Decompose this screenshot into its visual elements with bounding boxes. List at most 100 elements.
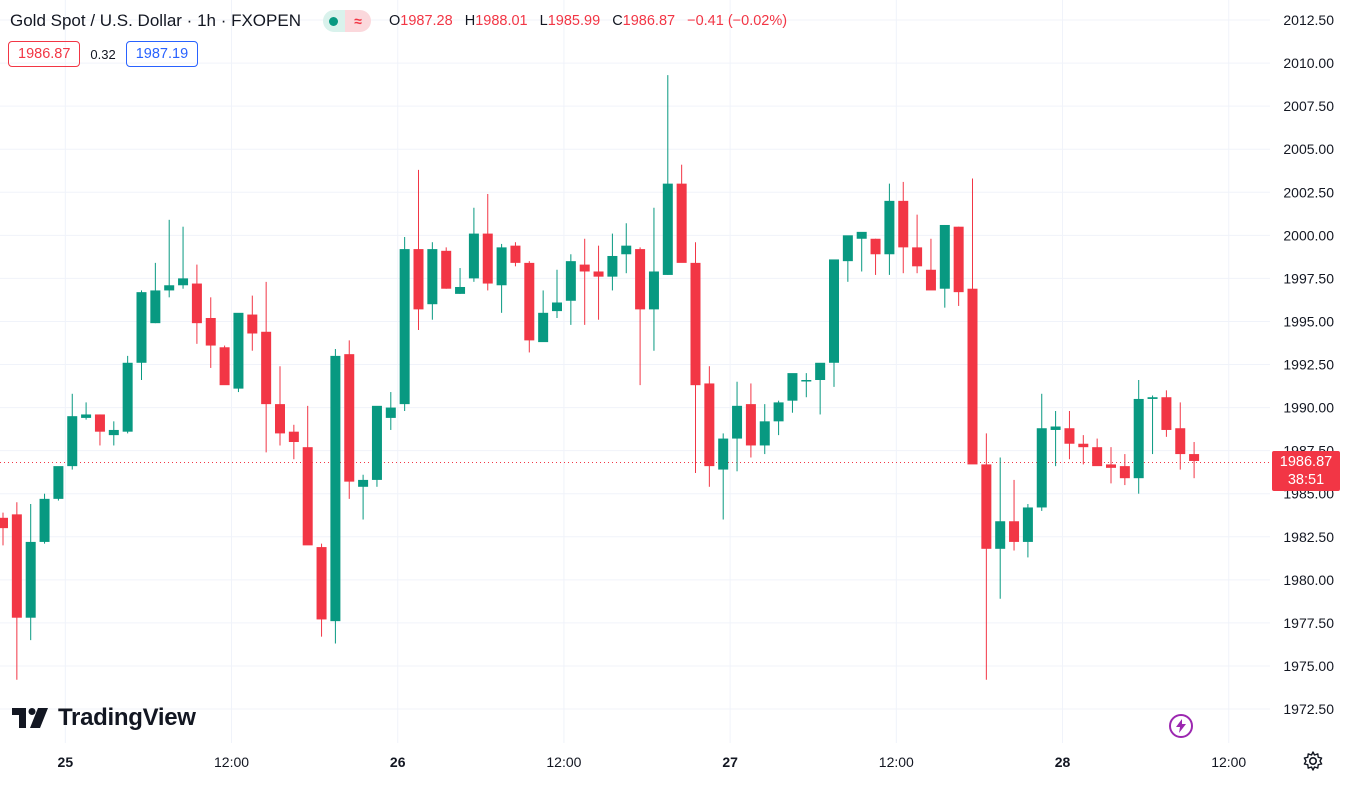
candle [676, 164, 687, 263]
candle-body [925, 269, 936, 291]
sell-button[interactable]: 1986.87 [8, 41, 81, 67]
candle [1161, 390, 1172, 437]
candle [552, 269, 562, 318]
candle [953, 226, 964, 306]
candle-body [67, 416, 78, 467]
candle [1119, 454, 1130, 486]
y-tick-label: 1980.00 [1283, 572, 1334, 588]
candle-body [205, 317, 216, 346]
y-tick-label: 2007.50 [1283, 98, 1334, 114]
y-tick-label: 2000.00 [1283, 227, 1334, 243]
candle-body [275, 404, 285, 434]
candle-body [662, 183, 673, 275]
chart-legend: Gold Spot / U.S. Dollar · 1h · FXOPEN ≈ … [10, 10, 795, 32]
candle-body [967, 288, 978, 465]
candle-body [371, 405, 382, 480]
ohlc-values: O1987.28 H1988.01 L1985.99 C1986.87 −0.4… [389, 13, 795, 29]
y-tick-label: 2005.00 [1283, 141, 1334, 157]
candle [25, 504, 36, 641]
gear-icon[interactable] [1302, 750, 1324, 777]
symbol-title[interactable]: Gold Spot / U.S. Dollar · 1h · FXOPEN [10, 11, 301, 30]
candle-body [399, 249, 410, 405]
candle-body [11, 514, 22, 618]
candle-body [427, 249, 438, 305]
candle-body [136, 292, 147, 363]
candle-body [912, 247, 923, 267]
candle-body [939, 224, 950, 289]
buy-button[interactable]: 1987.19 [125, 41, 199, 67]
y-tick-label: 2010.00 [1283, 55, 1334, 71]
candle [496, 243, 507, 313]
candle [385, 392, 396, 430]
candle-body [801, 380, 812, 382]
candle-body [1106, 464, 1116, 468]
tradingview-logo-icon [12, 708, 48, 728]
open-value: 1987.28 [400, 13, 453, 29]
candle-body [247, 314, 258, 334]
candle-body [759, 421, 770, 446]
y-tick-label: 1992.50 [1283, 357, 1334, 373]
candle [787, 373, 798, 413]
candle-body [316, 547, 327, 620]
candle [441, 247, 452, 289]
candle-body [358, 479, 369, 487]
candle [773, 400, 784, 436]
candle [219, 345, 230, 386]
candle-body [953, 226, 964, 293]
candle [1078, 435, 1089, 465]
tradingview-logo[interactable]: TradingView [12, 704, 196, 732]
high-label: H [464, 13, 476, 29]
candle-body [856, 231, 867, 239]
market-status-pill[interactable]: ≈ [322, 10, 371, 32]
candle-body [648, 271, 659, 310]
candle [233, 312, 244, 393]
candle-body [884, 200, 895, 255]
candle-body [219, 347, 230, 386]
candle-body [635, 249, 646, 310]
market-open-icon [322, 10, 345, 32]
candle [1009, 479, 1020, 551]
candle-body [593, 271, 604, 277]
candle-body [718, 438, 729, 470]
y-tick-label: 1990.00 [1283, 400, 1334, 416]
candle-body [690, 262, 701, 386]
candle-body [1078, 443, 1089, 448]
candle [1175, 402, 1186, 470]
lightning-icon[interactable] [1169, 714, 1193, 738]
candle-body [510, 245, 521, 263]
x-tick-label: 28 [1055, 754, 1071, 770]
candle-body [815, 362, 826, 381]
candle [122, 355, 133, 434]
candle-body [870, 238, 881, 255]
candle-body [1161, 397, 1172, 430]
candle-body [1092, 447, 1103, 467]
candle [981, 433, 992, 680]
candle-body [995, 521, 1006, 549]
candle [801, 373, 812, 398]
time-axis: 25 12:00 26 12:00 27 12:00 28 12:00 [58, 754, 1247, 770]
candle [191, 264, 202, 344]
candle-body [676, 183, 687, 263]
candle [648, 207, 659, 351]
candle-body [261, 331, 272, 405]
candle-body [1175, 428, 1186, 455]
candle [482, 193, 493, 291]
candle [11, 502, 22, 680]
candle-body [413, 249, 424, 310]
chart-grid [0, 0, 1270, 743]
candle-body [704, 383, 715, 467]
candle [358, 474, 369, 520]
open-label: O [388, 13, 401, 29]
candle [67, 393, 78, 470]
candle-body [732, 405, 743, 439]
candle-body [1189, 454, 1200, 461]
candle [842, 235, 853, 282]
candle [939, 224, 950, 308]
candle-body [524, 262, 535, 341]
last-price-value: 1986.87 [1279, 454, 1333, 470]
candle-body [288, 431, 299, 443]
candle-body [842, 235, 853, 262]
candle [995, 457, 1006, 599]
candle-body [745, 404, 756, 446]
